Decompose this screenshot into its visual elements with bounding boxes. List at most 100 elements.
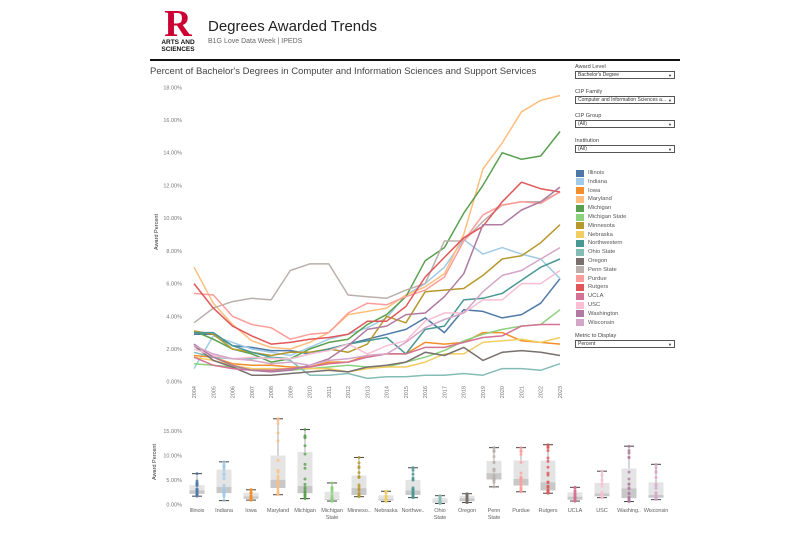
- box-point: [600, 494, 604, 498]
- box-point: [627, 492, 631, 496]
- legend-swatch: [576, 283, 584, 291]
- legend-label: Wisconsin: [588, 319, 615, 326]
- x-tick-label: 2020: [500, 386, 506, 398]
- legend-item[interactable]: Oregon: [576, 257, 607, 265]
- box-category-label: Purdue: [512, 508, 529, 514]
- box-point: [330, 481, 334, 485]
- logo-text: ARTS AND SCIENCES: [161, 39, 195, 53]
- box-point: [303, 466, 307, 470]
- legend-swatch: [576, 204, 584, 212]
- legend-item[interactable]: Rutgers: [576, 283, 608, 291]
- box-point: [492, 454, 496, 458]
- box-point: [600, 478, 604, 482]
- box-point: [357, 491, 361, 495]
- box-point: [357, 485, 361, 489]
- legend-item[interactable]: Northwestern: [576, 239, 622, 247]
- box-point: [411, 494, 415, 498]
- box-point: [222, 486, 226, 490]
- legend-label: Washington: [588, 310, 619, 317]
- award-level-dropdown[interactable]: Bachelor's Degree ▼: [575, 71, 675, 79]
- box-point: [546, 465, 550, 469]
- series-line-usc: [193, 269, 561, 360]
- box-point: [276, 417, 280, 421]
- header-divider: [150, 59, 680, 61]
- box-point: [276, 488, 280, 492]
- box-point: [303, 482, 307, 486]
- box-point: [519, 482, 523, 486]
- legend-item[interactable]: Illinois: [576, 169, 604, 177]
- y-tick-label: 18.00%: [163, 85, 182, 91]
- legend-item[interactable]: USC: [576, 301, 600, 309]
- box-category-label: Rutgers: [539, 508, 558, 514]
- legend-item[interactable]: Ohio State: [576, 248, 615, 256]
- box-point: [195, 482, 199, 486]
- box-category-label: Illinois: [190, 508, 205, 514]
- legend-item[interactable]: Michigan State: [576, 213, 626, 221]
- series-line-minnesota: [193, 224, 561, 357]
- legend-swatch: [576, 257, 584, 265]
- box-point: [546, 480, 550, 484]
- box-point: [357, 465, 361, 469]
- box-point: [357, 455, 361, 459]
- legend-item[interactable]: UCLA: [576, 292, 603, 300]
- x-tick-label: 2022: [539, 386, 545, 398]
- legend-swatch: [576, 231, 584, 239]
- box-point: [546, 456, 550, 460]
- box-point: [303, 462, 307, 466]
- box-point: [222, 466, 226, 470]
- series-line-washington: [193, 186, 561, 373]
- legend-label: USC: [588, 302, 601, 308]
- box-point: [600, 473, 604, 477]
- institution-label: Institution: [575, 138, 599, 144]
- legend-label: Michigan State: [588, 214, 627, 220]
- page-title: Degrees Awarded Trends: [208, 18, 377, 35]
- x-tick-label: 2004: [192, 386, 198, 398]
- box-point: [654, 486, 658, 490]
- box-y-tick-label: 5.00%: [166, 478, 182, 484]
- legend-label: Penn State: [588, 266, 617, 273]
- box-point: [519, 460, 523, 464]
- legend-item[interactable]: Purdue: [576, 275, 607, 283]
- legend-swatch: [576, 275, 584, 283]
- y-tick-label: 14.00%: [163, 151, 182, 157]
- cip-group-dropdown[interactable]: (All) ▼: [575, 120, 675, 128]
- box-point: [357, 461, 361, 465]
- legend-item[interactable]: Wisconsin: [576, 319, 614, 327]
- box-category-label: Iowa: [245, 508, 257, 514]
- legend-item[interactable]: Washington: [576, 310, 618, 318]
- legend-item[interactable]: Maryland: [576, 195, 612, 203]
- box-point: [384, 497, 388, 501]
- box-category-label: Wisconsin: [644, 508, 669, 514]
- legend-swatch: [576, 213, 584, 221]
- cip-group-label: CIP Group: [575, 113, 602, 119]
- box-point: [492, 460, 496, 464]
- box-point: [465, 495, 469, 499]
- y-tick-label: 0.00%: [166, 380, 182, 386]
- metric-to-display-dropdown[interactable]: Percent ▼: [575, 340, 675, 348]
- x-tick-label: 2009: [288, 386, 294, 398]
- legend-item[interactable]: Indiana: [576, 178, 607, 186]
- series-line-michigan: [193, 131, 561, 363]
- legend-item[interactable]: Nebraska: [576, 231, 613, 239]
- caret-down-icon: ▼: [668, 98, 672, 103]
- box-point: [357, 488, 361, 492]
- box-point: [276, 431, 280, 435]
- dropdown-value: (All): [578, 121, 587, 127]
- legend-item[interactable]: Penn State: [576, 266, 617, 274]
- y-tick-label: 10.00%: [163, 216, 182, 222]
- box-point: [627, 449, 631, 453]
- cip-family-dropdown[interactable]: Computer and Information Sciences a... ▼: [575, 96, 675, 104]
- box-category-label: State: [488, 515, 501, 521]
- institution-dropdown[interactable]: (All) ▼: [575, 145, 675, 153]
- box-point: [600, 490, 604, 494]
- legend-item[interactable]: Michigan: [576, 204, 611, 212]
- box-point: [627, 451, 631, 455]
- box-point: [276, 480, 280, 484]
- box-point: [600, 484, 604, 488]
- box-upper: [351, 475, 367, 489]
- legend-item[interactable]: Iowa: [576, 187, 600, 195]
- box-point: [627, 455, 631, 459]
- legend-item[interactable]: Minnesota: [576, 222, 615, 230]
- box-point: [411, 472, 415, 476]
- box-point: [276, 474, 280, 478]
